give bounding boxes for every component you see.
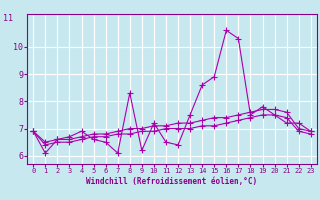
X-axis label: Windchill (Refroidissement éolien,°C): Windchill (Refroidissement éolien,°C) (86, 177, 258, 186)
Text: 11: 11 (3, 14, 12, 23)
